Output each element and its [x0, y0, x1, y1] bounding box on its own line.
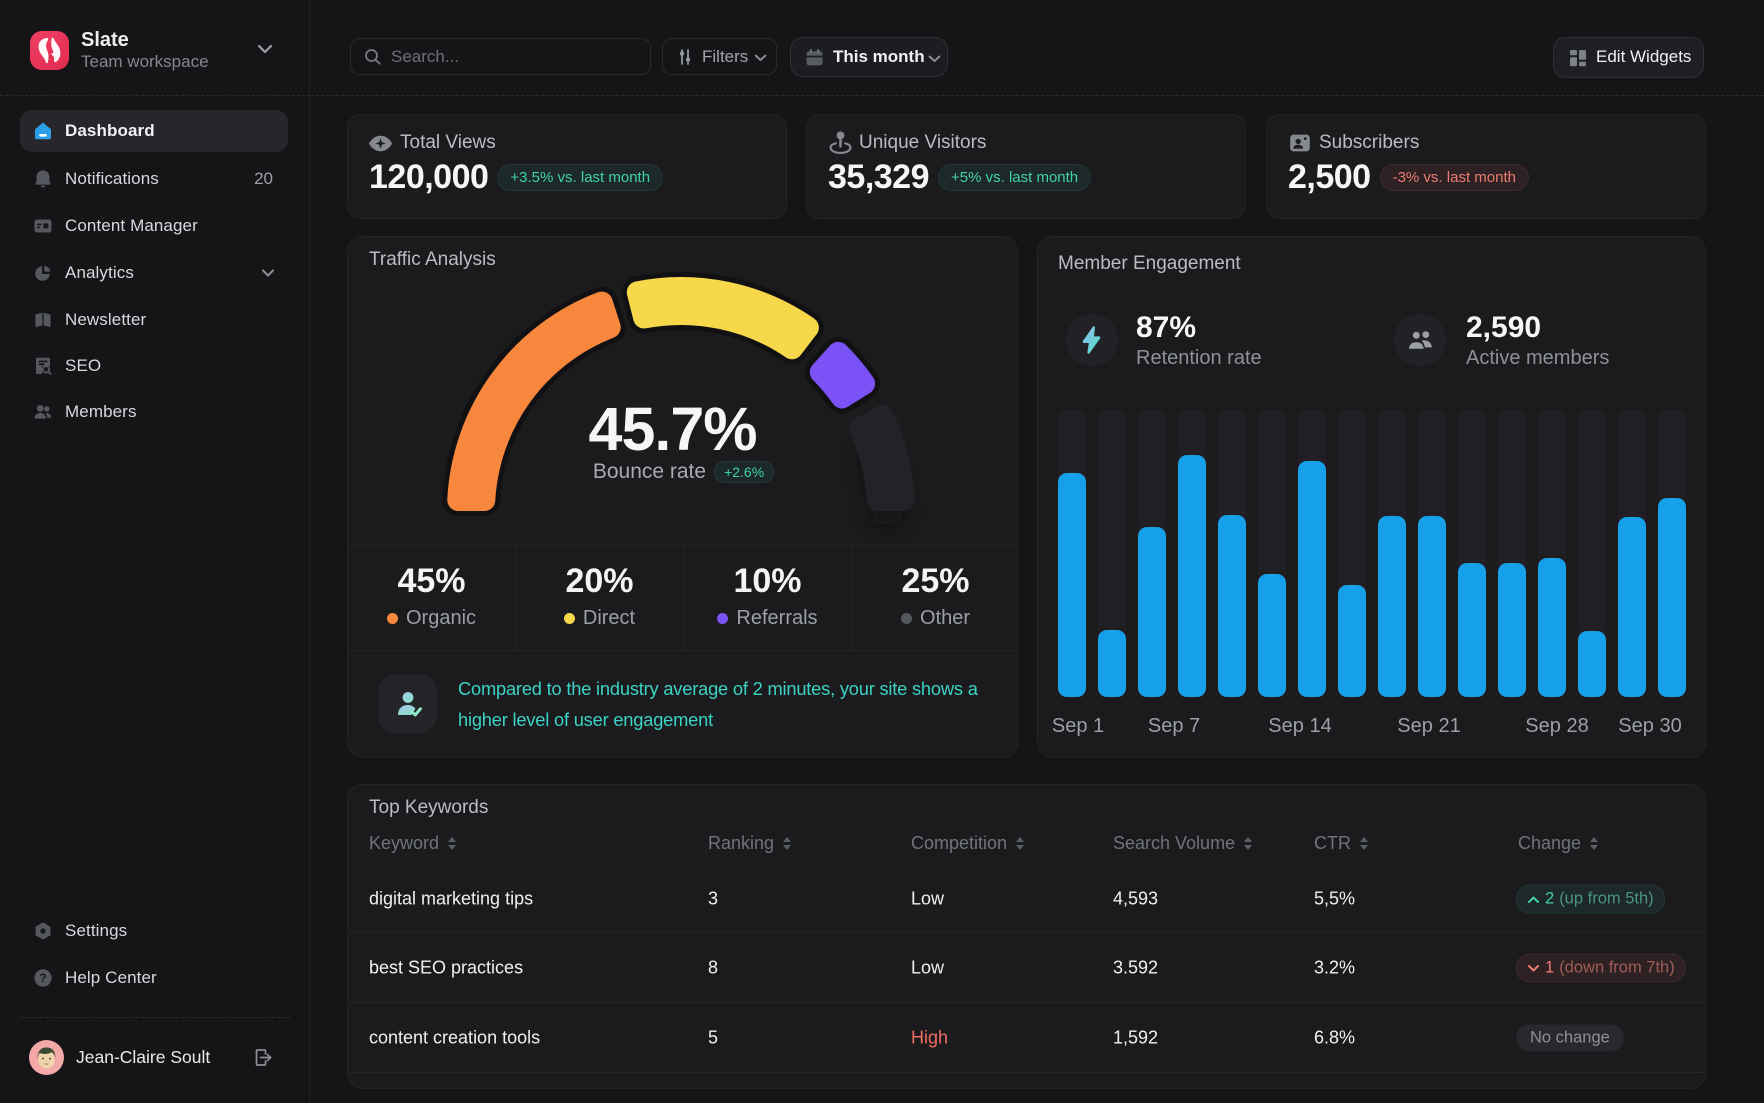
svg-text:?: ? — [39, 973, 46, 985]
